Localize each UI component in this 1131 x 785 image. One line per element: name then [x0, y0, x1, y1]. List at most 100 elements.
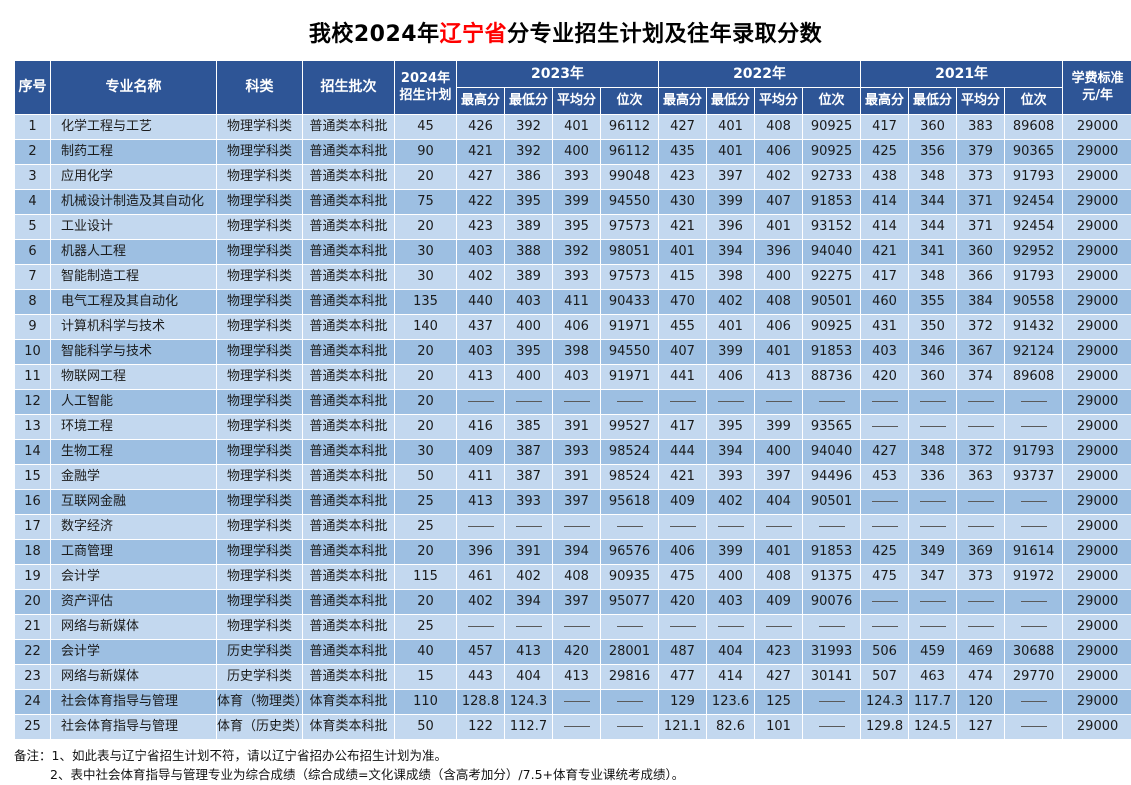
- no-data-dash: [617, 701, 643, 702]
- cell-plan-2024: 75: [395, 190, 457, 215]
- cell-2021-min: [909, 590, 957, 615]
- cell-2023-rank: 96112: [601, 140, 659, 165]
- cell-2021-avg: 367: [957, 340, 1005, 365]
- note-label: 备注：: [14, 748, 52, 763]
- cell-2022-min: 399: [707, 340, 755, 365]
- cell-tuition: 29000: [1063, 590, 1131, 615]
- cell-2021-max: 414: [861, 215, 909, 240]
- cell-2022-avg: 125: [755, 690, 803, 715]
- cell-major: 社会体育指导与管理: [51, 690, 217, 715]
- cell-2022-avg: 408: [755, 115, 803, 140]
- cell-2023-min: 395: [505, 190, 553, 215]
- cell-2022-max: 401: [659, 240, 707, 265]
- cell-seq: 8: [15, 290, 51, 315]
- cell-2023-avg: 408: [553, 565, 601, 590]
- cell-2021-rank: 89608: [1005, 115, 1063, 140]
- no-data-dash: [968, 426, 994, 427]
- cell-2023-avg: 393: [553, 265, 601, 290]
- cell-2022-avg: 101: [755, 715, 803, 740]
- cell-plan-2024: 30: [395, 440, 457, 465]
- cell-2022-max: 475: [659, 565, 707, 590]
- cell-plan-2024: 135: [395, 290, 457, 315]
- title-suffix: 分专业招生计划及往年录取分数: [507, 22, 822, 47]
- cell-2023-avg: 413: [553, 665, 601, 690]
- cell-2023-min: 413: [505, 640, 553, 665]
- cell-category: 物理学科类: [217, 465, 303, 490]
- cell-2021-avg: [957, 615, 1005, 640]
- no-data-dash: [920, 501, 946, 502]
- cell-2021-avg: 363: [957, 465, 1005, 490]
- cell-2021-min: 346: [909, 340, 957, 365]
- cell-2021-max: 507: [861, 665, 909, 690]
- cell-2021-min: 356: [909, 140, 957, 165]
- cell-tuition: 29000: [1063, 140, 1131, 165]
- cell-seq: 25: [15, 715, 51, 740]
- cell-2022-rank: 91853: [803, 540, 861, 565]
- cell-2023-max: [457, 515, 505, 540]
- cell-seq: 15: [15, 465, 51, 490]
- cell-category: 物理学科类: [217, 140, 303, 165]
- no-data-dash: [1021, 726, 1047, 727]
- cell-2021-avg: 384: [957, 290, 1005, 315]
- cell-category: 物理学科类: [217, 240, 303, 265]
- cell-2023-max: 403: [457, 340, 505, 365]
- cell-tuition: 29000: [1063, 240, 1131, 265]
- cell-tuition: 29000: [1063, 440, 1131, 465]
- no-data-dash: [718, 526, 744, 527]
- cell-2022-max: 423: [659, 165, 707, 190]
- cell-2023-min: 395: [505, 340, 553, 365]
- cell-2021-avg: 372: [957, 315, 1005, 340]
- cell-2021-avg: 373: [957, 165, 1005, 190]
- cell-2023-min: 394: [505, 590, 553, 615]
- cell-2023-rank: 99048: [601, 165, 659, 190]
- cell-2023-avg: 394: [553, 540, 601, 565]
- cell-2021-rank: 30688: [1005, 640, 1063, 665]
- cell-2022-min: 394: [707, 240, 755, 265]
- no-data-dash: [468, 401, 494, 402]
- cell-2021-avg: 374: [957, 365, 1005, 390]
- cell-tuition: 29000: [1063, 165, 1131, 190]
- cell-2021-rank: 93737: [1005, 465, 1063, 490]
- cell-major: 网络与新媒体: [51, 665, 217, 690]
- cell-tuition: 29000: [1063, 665, 1131, 690]
- cell-2023-avg: 411: [553, 290, 601, 315]
- cell-seq: 23: [15, 665, 51, 690]
- cell-2021-min: 459: [909, 640, 957, 665]
- cell-2023-min: 389: [505, 215, 553, 240]
- no-data-dash: [564, 726, 590, 727]
- cell-2022-min: 399: [707, 190, 755, 215]
- no-data-dash: [872, 401, 898, 402]
- cell-batch: 普通类本科批: [303, 540, 395, 565]
- col-group-2021: 2021年: [861, 61, 1063, 88]
- cell-2023-min: 404: [505, 665, 553, 690]
- cell-2023-rank: 91971: [601, 315, 659, 340]
- cell-plan-2024: 30: [395, 265, 457, 290]
- no-data-dash: [718, 401, 744, 402]
- no-data-dash: [516, 526, 542, 527]
- cell-2022-min: 393: [707, 465, 755, 490]
- no-data-dash: [819, 526, 845, 527]
- cell-2021-avg: 372: [957, 440, 1005, 465]
- cell-2021-rank: 91972: [1005, 565, 1063, 590]
- cell-2023-rank: 94550: [601, 190, 659, 215]
- cell-2021-max: [861, 390, 909, 415]
- cell-2021-max: 417: [861, 265, 909, 290]
- cell-2022-rank: 90925: [803, 115, 861, 140]
- col-2022-rank: 位次: [803, 88, 861, 115]
- cell-2021-min: 124.5: [909, 715, 957, 740]
- cell-2022-avg: 406: [755, 140, 803, 165]
- cell-2021-max: 475: [861, 565, 909, 590]
- cell-tuition: 29000: [1063, 265, 1131, 290]
- cell-2023-avg: 401: [553, 115, 601, 140]
- cell-2022-rank: 88736: [803, 365, 861, 390]
- cell-2022-rank: 93565: [803, 415, 861, 440]
- cell-2023-max: 403: [457, 240, 505, 265]
- cell-2021-max: 425: [861, 140, 909, 165]
- cell-seq: 6: [15, 240, 51, 265]
- cell-batch: 普通类本科批: [303, 465, 395, 490]
- cell-tuition: 29000: [1063, 615, 1131, 640]
- cell-2023-max: 423: [457, 215, 505, 240]
- cell-2023-rank: 98524: [601, 465, 659, 490]
